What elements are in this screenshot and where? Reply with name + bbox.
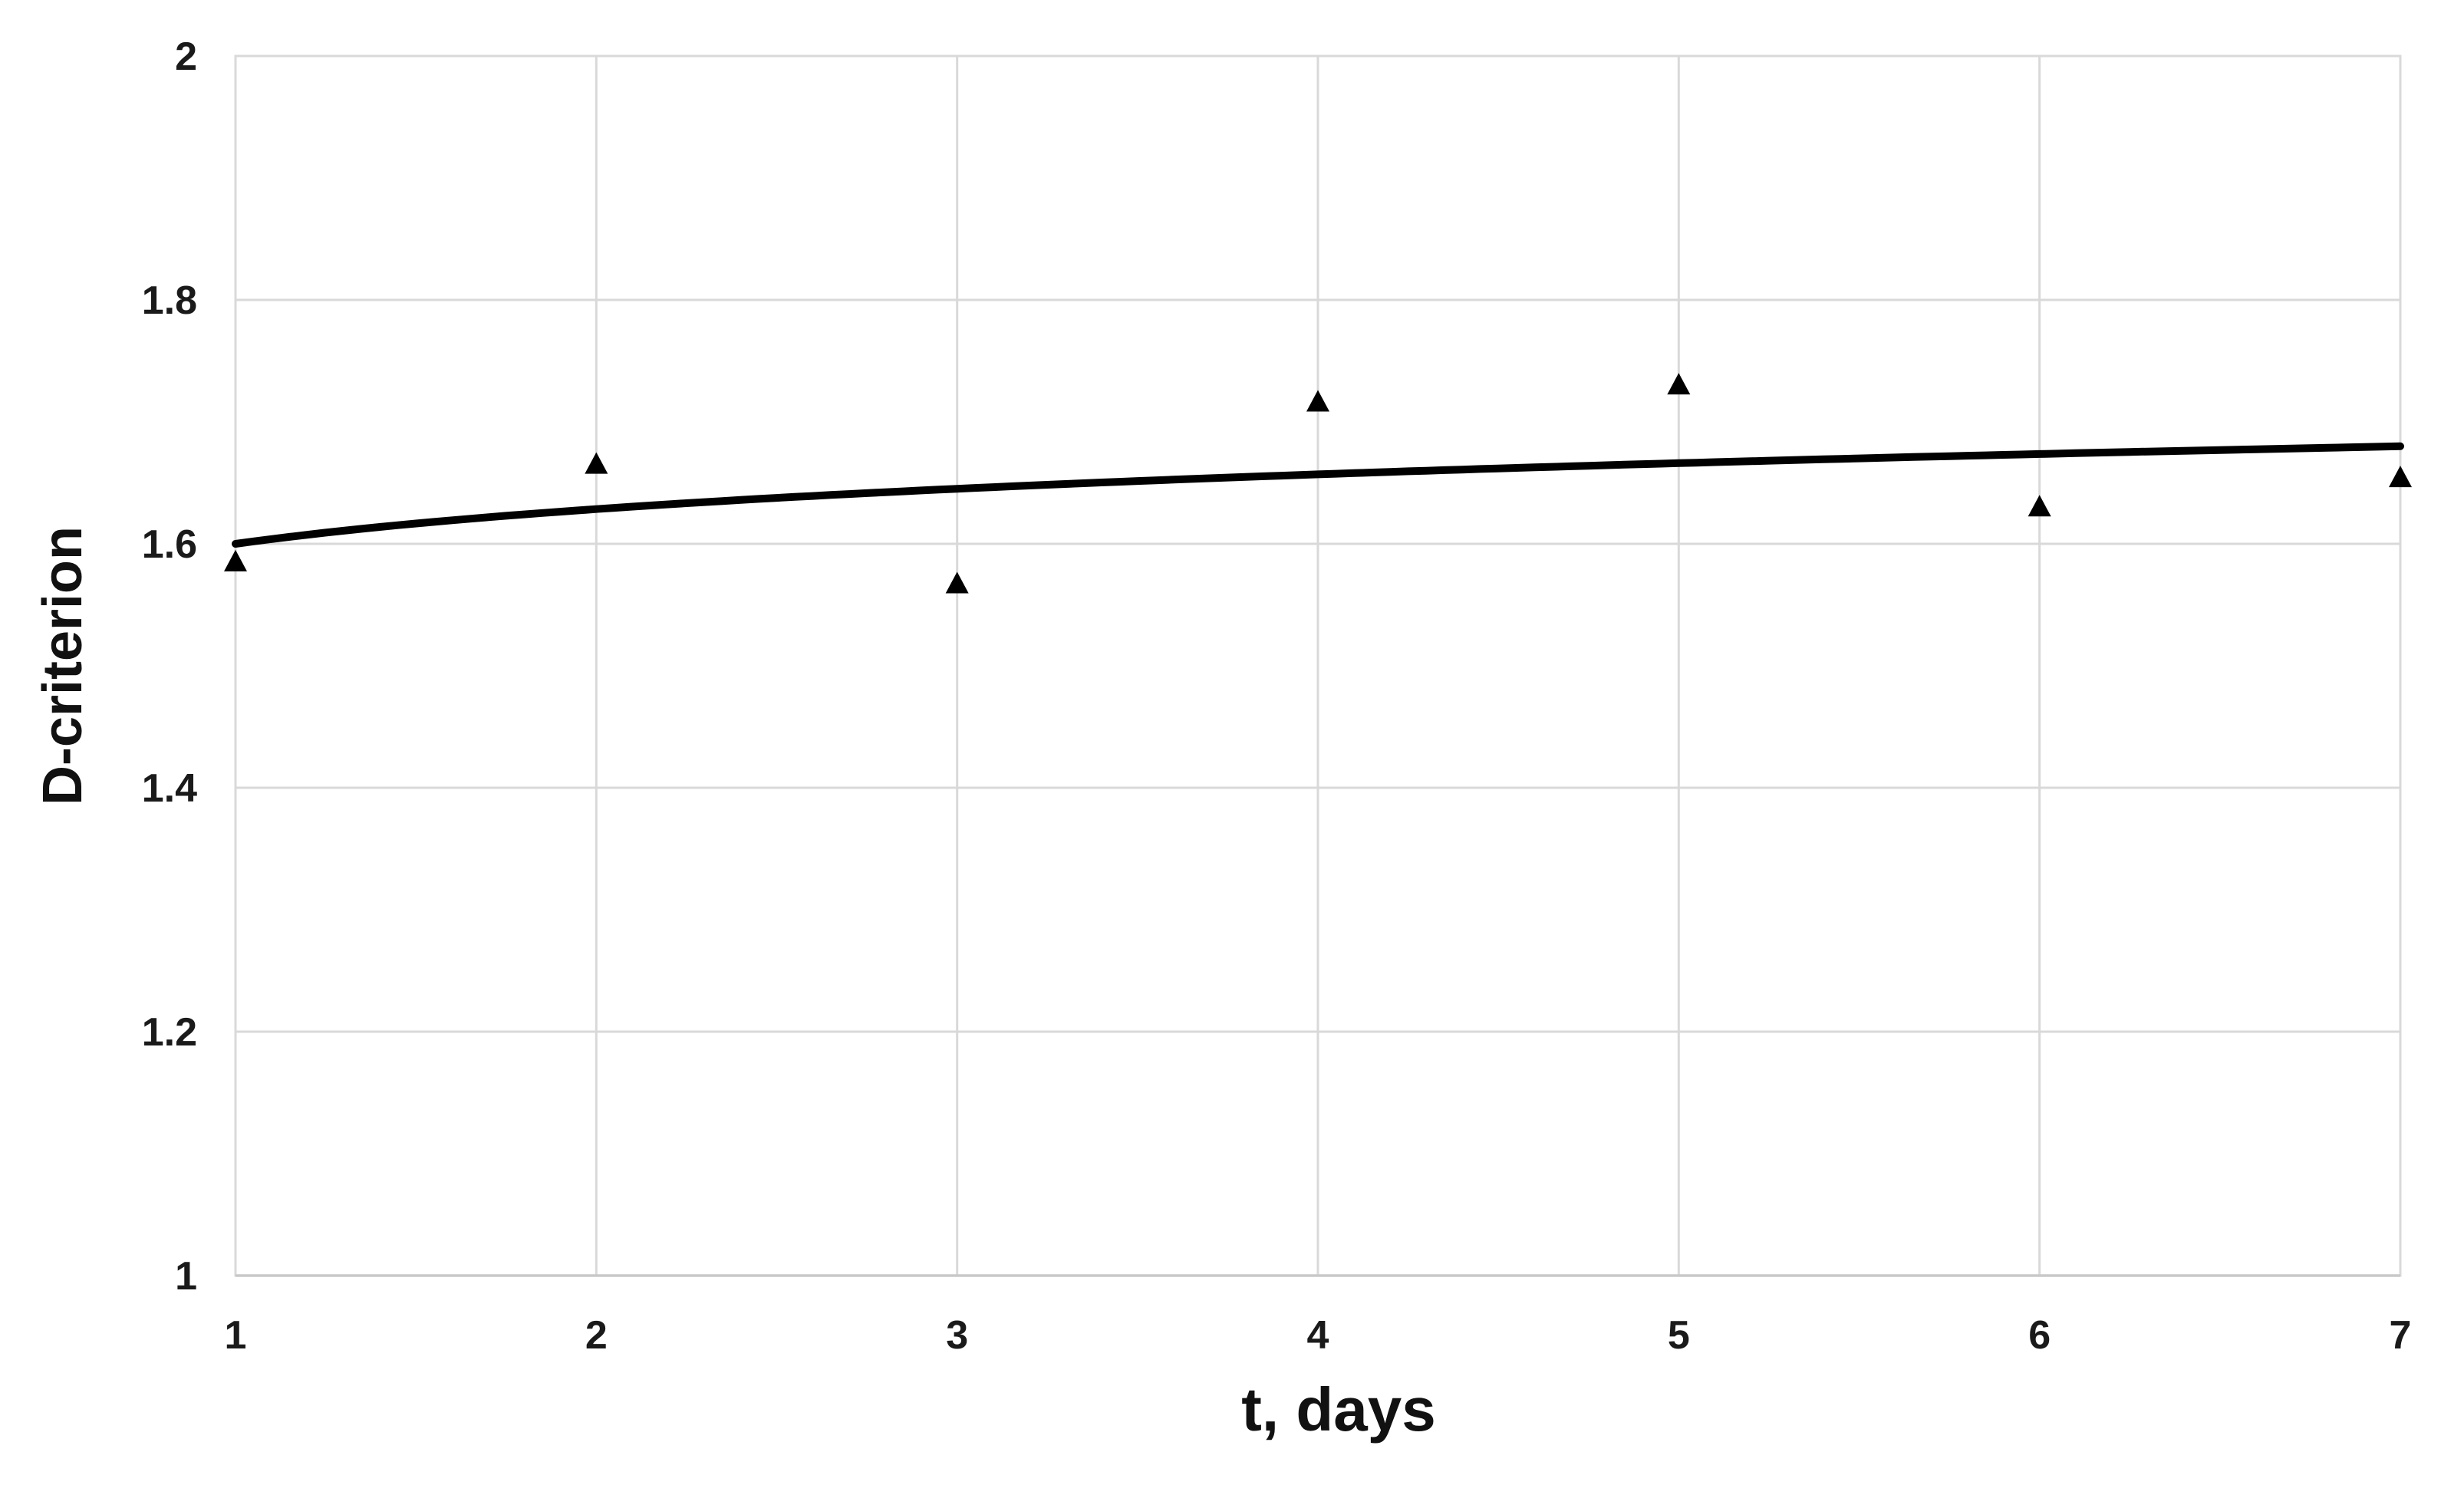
x-tick-label: 3 [946, 1313, 968, 1358]
x-tick-label: 1 [225, 1313, 247, 1358]
y-axis-title: D-criterion [32, 525, 94, 806]
x-tick-label: 7 [2390, 1313, 2412, 1358]
trend-line [232, 442, 2404, 548]
data-point-triangle [945, 571, 969, 594]
x-tick-label: 5 [1668, 1313, 1690, 1358]
data-point-triangle [1306, 390, 1329, 412]
y-tick-label: 2 [175, 35, 197, 79]
data-point-triangle [2028, 495, 2051, 517]
data-point-triangle [224, 549, 247, 571]
x-tick-label: 4 [1307, 1313, 1329, 1358]
data-point-triangle [1667, 373, 1691, 395]
x-tick-label: 6 [2028, 1313, 2051, 1358]
data-point-triangle [2389, 466, 2412, 488]
y-tick-label: 1.4 [142, 766, 197, 811]
x-axis-title: t, days [1241, 1375, 1436, 1444]
y-tick-label: 1 [175, 1254, 197, 1299]
y-tick-label: 1.6 [142, 522, 197, 567]
y-tick-label: 1.2 [142, 1010, 197, 1055]
x-tick-label: 2 [585, 1313, 608, 1358]
data-point-triangle [585, 452, 608, 474]
y-tick-label: 1.8 [142, 278, 197, 323]
